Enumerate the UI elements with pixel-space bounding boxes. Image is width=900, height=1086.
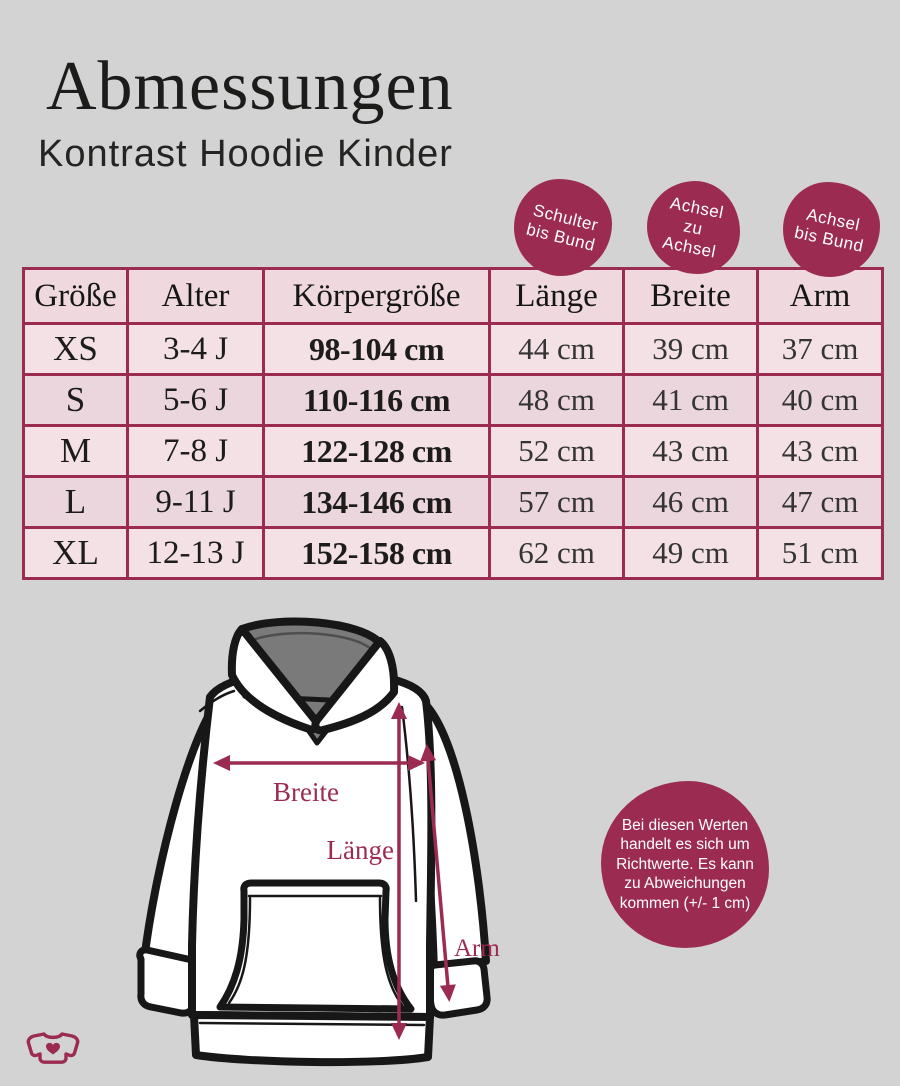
column-header-2: Körpergröße bbox=[265, 270, 488, 322]
note-line: handelt es sich um bbox=[620, 836, 750, 854]
arm-arrowhead-bottom bbox=[439, 984, 456, 1002]
column-header-3: Länge bbox=[491, 270, 622, 322]
badge-schulter-bis-bund: Schulter bis Bund bbox=[514, 179, 612, 276]
breite-label: Breite bbox=[273, 777, 339, 807]
hem-stitch-line bbox=[198, 1021, 426, 1027]
size-table-cell-r3-c0: L bbox=[25, 478, 126, 526]
size-table-cell-r2-c0: M bbox=[25, 427, 126, 475]
arm-label: Arm bbox=[454, 935, 500, 962]
size-table-cell-r4-c3: 62 cm bbox=[491, 529, 622, 577]
size-table-cell-r2-c1: 7-8 J bbox=[129, 427, 262, 475]
hoodie-hem bbox=[190, 1011, 434, 1067]
note-badge: Bei diesen Werten handelt es sich um Richt… bbox=[601, 781, 769, 948]
note-line: zu Abweichungen bbox=[624, 875, 746, 893]
size-table-cell-r1-c0: S bbox=[25, 376, 126, 424]
breite-arrowhead-right bbox=[408, 755, 425, 771]
size-table-cell-r4-c4: 49 cm bbox=[625, 529, 756, 577]
column-header-5: Arm bbox=[759, 270, 881, 322]
size-table-cell-r1-c1: 5-6 J bbox=[129, 376, 262, 424]
size-table-cell-r3-c3: 57 cm bbox=[491, 478, 622, 526]
size-table-cell-r3-c1: 9-11 J bbox=[129, 478, 262, 526]
size-table-cell-r2-c2: 122-128 cm bbox=[265, 427, 488, 475]
left-shoulder-seam bbox=[198, 689, 236, 713]
page-subtitle: Kontrast Hoodie Kinder bbox=[38, 133, 453, 175]
size-table-cell-r2-c5: 43 cm bbox=[759, 427, 881, 475]
arm-arrowhead-top bbox=[420, 744, 437, 762]
size-table-cell-r0-c4: 39 cm bbox=[625, 325, 756, 373]
size-table-cell-r4-c2: 152-158 cm bbox=[265, 529, 488, 577]
kangaroo-pocket bbox=[216, 879, 415, 1013]
page-title: Abmessungen bbox=[46, 48, 454, 125]
note-text: Bei diesen Werten handelt es sich um Richt… bbox=[616, 816, 754, 914]
column-header-1: Alter bbox=[129, 270, 262, 322]
size-table-cell-r1-c4: 41 cm bbox=[625, 376, 756, 424]
size-table-cell-r2-c3: 52 cm bbox=[491, 427, 622, 475]
right-seam-line bbox=[400, 705, 418, 903]
size-table-cell-r2-c4: 43 cm bbox=[625, 427, 756, 475]
size-table-cell-r0-c2: 98-104 cm bbox=[265, 325, 488, 373]
tshirt-heart-icon bbox=[26, 1032, 80, 1064]
size-table-cell-r1-c2: 110-116 cm bbox=[265, 376, 488, 424]
laenge-label: Länge bbox=[327, 835, 394, 865]
size-table-cell-r0-c1: 3-4 J bbox=[129, 325, 262, 373]
badge-text: Achsel zu Achsel bbox=[661, 193, 725, 262]
size-table-cell-r1-c5: 40 cm bbox=[759, 376, 881, 424]
size-table-cell-r0-c5: 37 cm bbox=[759, 325, 881, 373]
hoodie-right-cuff bbox=[423, 957, 491, 1019]
size-table-cell-r3-c2: 134-146 cm bbox=[265, 478, 488, 526]
pocket-stitch-left bbox=[227, 896, 252, 1005]
size-table-cell-r3-c5: 47 cm bbox=[759, 478, 881, 526]
column-header-4: Breite bbox=[625, 270, 756, 322]
breite-arrowhead-left bbox=[213, 755, 230, 771]
size-table-cell-r1-c3: 48 cm bbox=[491, 376, 622, 424]
laenge-arrowhead-bottom bbox=[391, 1023, 407, 1040]
size-table-cell-r4-c1: 12-13 J bbox=[129, 529, 262, 577]
note-line: Richtwerte. Es kann bbox=[616, 855, 754, 873]
badge-text: Schulter bis Bund bbox=[524, 200, 602, 256]
badge-text: Achsel bis Bund bbox=[793, 203, 870, 257]
size-table-cell-r0-c0: XS bbox=[25, 325, 126, 373]
hoodie-diagram: Breite Länge Arm bbox=[136, 617, 500, 1067]
note-line: kommen (+/- 1 cm) bbox=[619, 894, 751, 912]
heart-icon bbox=[46, 1042, 60, 1055]
column-header-0: Größe bbox=[25, 270, 126, 322]
note-line: Bei diesen Werten bbox=[621, 816, 749, 834]
size-table-cell-r0-c3: 44 cm bbox=[491, 325, 622, 373]
arm-arrow bbox=[426, 758, 450, 988]
laenge-arrowhead-top bbox=[391, 702, 407, 719]
size-table-cell-r4-c5: 51 cm bbox=[759, 529, 881, 577]
size-table-cell-r4-c0: XL bbox=[25, 529, 126, 577]
size-table-cell-r3-c4: 46 cm bbox=[625, 478, 756, 526]
badge-achsel-zu-achsel: Achsel zu Achsel bbox=[647, 181, 740, 274]
badge-achsel-bis-bund: Achsel bis Bund bbox=[783, 182, 880, 277]
hood-right-flap bbox=[311, 637, 399, 735]
size-table: Größe Alter Körpergröße Länge Breite Arm XS 3-4… bbox=[22, 267, 884, 580]
brand-logo bbox=[26, 1032, 80, 1064]
